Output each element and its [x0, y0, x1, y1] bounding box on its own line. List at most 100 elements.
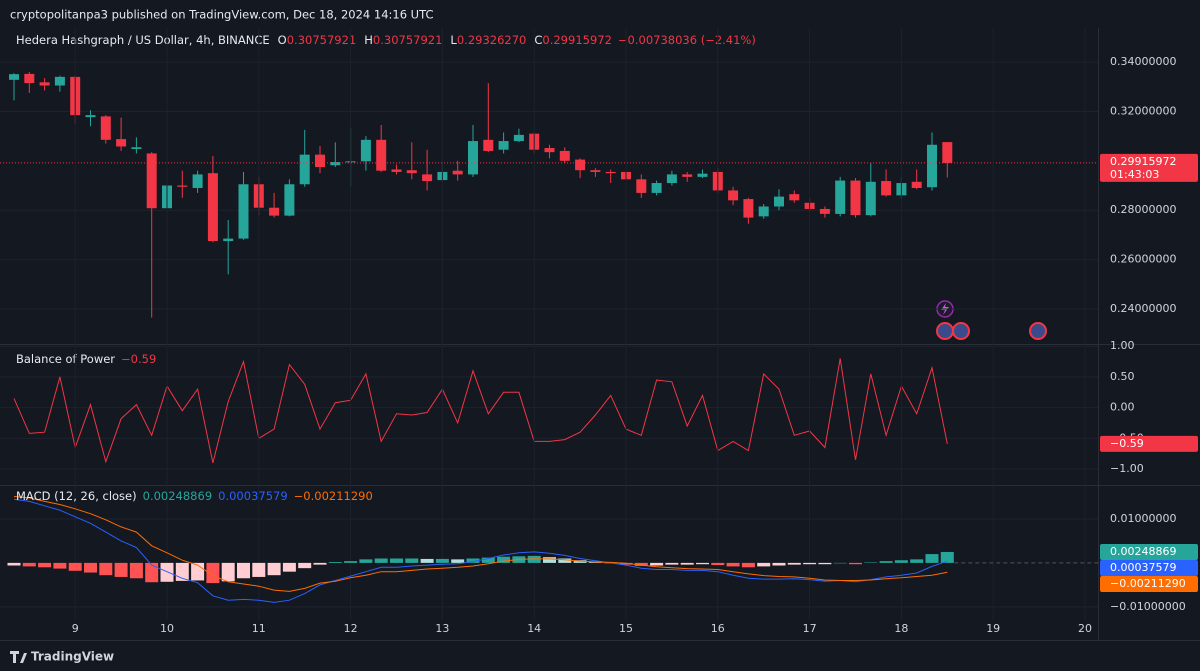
candle-body [238, 184, 249, 239]
histogram-bar [466, 558, 480, 563]
histogram-bar [298, 562, 312, 569]
histogram-bar [38, 562, 52, 568]
histogram-bar [129, 562, 143, 579]
macd-legend: MACD (12, 26, close) 0.00248869 0.00037579… [16, 489, 373, 503]
ohlc-key: L [450, 33, 457, 47]
histogram-bar [206, 562, 220, 584]
macd-title: MACD (12, 26, close) [16, 489, 137, 503]
y-tick-label: 0.28000000 [1110, 203, 1176, 216]
x-tick-label: 14 [527, 622, 541, 635]
histogram-bar [99, 562, 113, 576]
flag-icon[interactable] [1029, 322, 1047, 340]
candle-body [483, 139, 494, 151]
candle-body [881, 181, 892, 196]
candle-body [559, 150, 570, 161]
flag-icon[interactable] [936, 322, 954, 340]
histogram-bar [695, 562, 709, 565]
histogram-bar [879, 561, 893, 563]
histogram-bar [925, 554, 939, 563]
histogram-bar [328, 562, 342, 563]
flag-icon[interactable] [952, 322, 970, 340]
candle-body [376, 139, 387, 171]
x-tick-label: 19 [986, 622, 1000, 635]
candle-body [513, 134, 524, 142]
histogram-bar [497, 556, 511, 563]
candle-body [8, 74, 19, 80]
candle-body [24, 73, 35, 84]
x-tick-label: 13 [435, 622, 449, 635]
histogram-bar [7, 562, 21, 566]
histogram-bar [481, 557, 495, 563]
histogram-bar [634, 562, 648, 566]
candle-body [575, 159, 586, 171]
candle-body [177, 185, 188, 187]
candle-body [590, 170, 601, 172]
candle-body [146, 153, 157, 209]
x-tick-label: 15 [619, 622, 633, 635]
candle-body [269, 207, 280, 216]
histogram-bar [359, 559, 373, 563]
current-price-box [1100, 153, 1198, 182]
indicator-title: Balance of Power [16, 352, 115, 366]
histogram-bar [803, 562, 817, 565]
candle-body [865, 181, 876, 216]
x-tick-label: 16 [711, 622, 725, 635]
histogram-bar [894, 560, 908, 563]
macd-value-label-box [1100, 543, 1198, 560]
histogram-bar [53, 562, 67, 569]
candle-body [330, 162, 341, 166]
histogram-bar [374, 558, 388, 563]
y-tick-label: 0.01000000 [1110, 512, 1176, 525]
histogram-bar [405, 558, 419, 563]
x-tick-label: 11 [252, 622, 266, 635]
change-value: −0.00738036 (−2.41%) [618, 33, 756, 47]
ohlc-key: H [364, 33, 373, 47]
macd-value-label-box [1100, 575, 1198, 592]
histogram-bar [236, 562, 250, 579]
candle-body [743, 199, 754, 218]
y-tick-label: 0.34000000 [1110, 55, 1176, 68]
histogram-bar [665, 562, 679, 565]
histogram-bar [83, 562, 97, 573]
indicator-line [13, 358, 948, 464]
macd-value-label: 0.00037579 [1110, 561, 1176, 574]
histogram-bar [435, 558, 449, 563]
histogram-bar [420, 558, 434, 563]
candle-body [605, 171, 616, 174]
symbol-name: Hedera Hashgraph / US Dollar, 4h, BINANC… [16, 33, 270, 47]
candle-body [636, 179, 647, 193]
candle-body [544, 147, 555, 153]
x-tick-label: 20 [1078, 622, 1092, 635]
candle-body [85, 115, 96, 118]
y-tick-label: −0.01000000 [1110, 600, 1186, 613]
candle-body [452, 170, 463, 175]
ohlc-key: C [534, 33, 542, 47]
histogram-bar [145, 562, 159, 583]
histogram-bar [68, 562, 82, 571]
candle-body [942, 142, 953, 163]
x-tick-label: 9 [72, 622, 79, 635]
ohlc-key: O [278, 33, 287, 47]
candle-body [498, 141, 509, 150]
histogram-bar [772, 562, 786, 566]
macd-line [13, 498, 948, 603]
histogram-bar [711, 562, 725, 566]
y-tick-label: 0.00 [1110, 401, 1135, 414]
histogram-bar [160, 562, 174, 582]
candle-body [223, 238, 234, 242]
histogram-bar [22, 562, 36, 567]
histogram-bar [344, 561, 358, 563]
y-tick-label: 1.00 [1110, 339, 1135, 352]
macd-legend-value: 0.00248869 [143, 489, 213, 503]
ohlc-value: 0.29915972 [542, 33, 612, 47]
candle-body [682, 174, 693, 177]
y-tick-label: 0.32000000 [1110, 104, 1176, 117]
candle-body [835, 180, 846, 214]
histogram-bar [252, 562, 266, 577]
candle-body [314, 154, 325, 167]
candle-body [697, 173, 708, 177]
candle-body [299, 154, 310, 185]
symbol-legend: Hedera Hashgraph / US Dollar, 4h, BINANC… [16, 33, 756, 47]
macd-line [13, 496, 948, 592]
macd-value-label: 0.00248869 [1110, 545, 1176, 558]
